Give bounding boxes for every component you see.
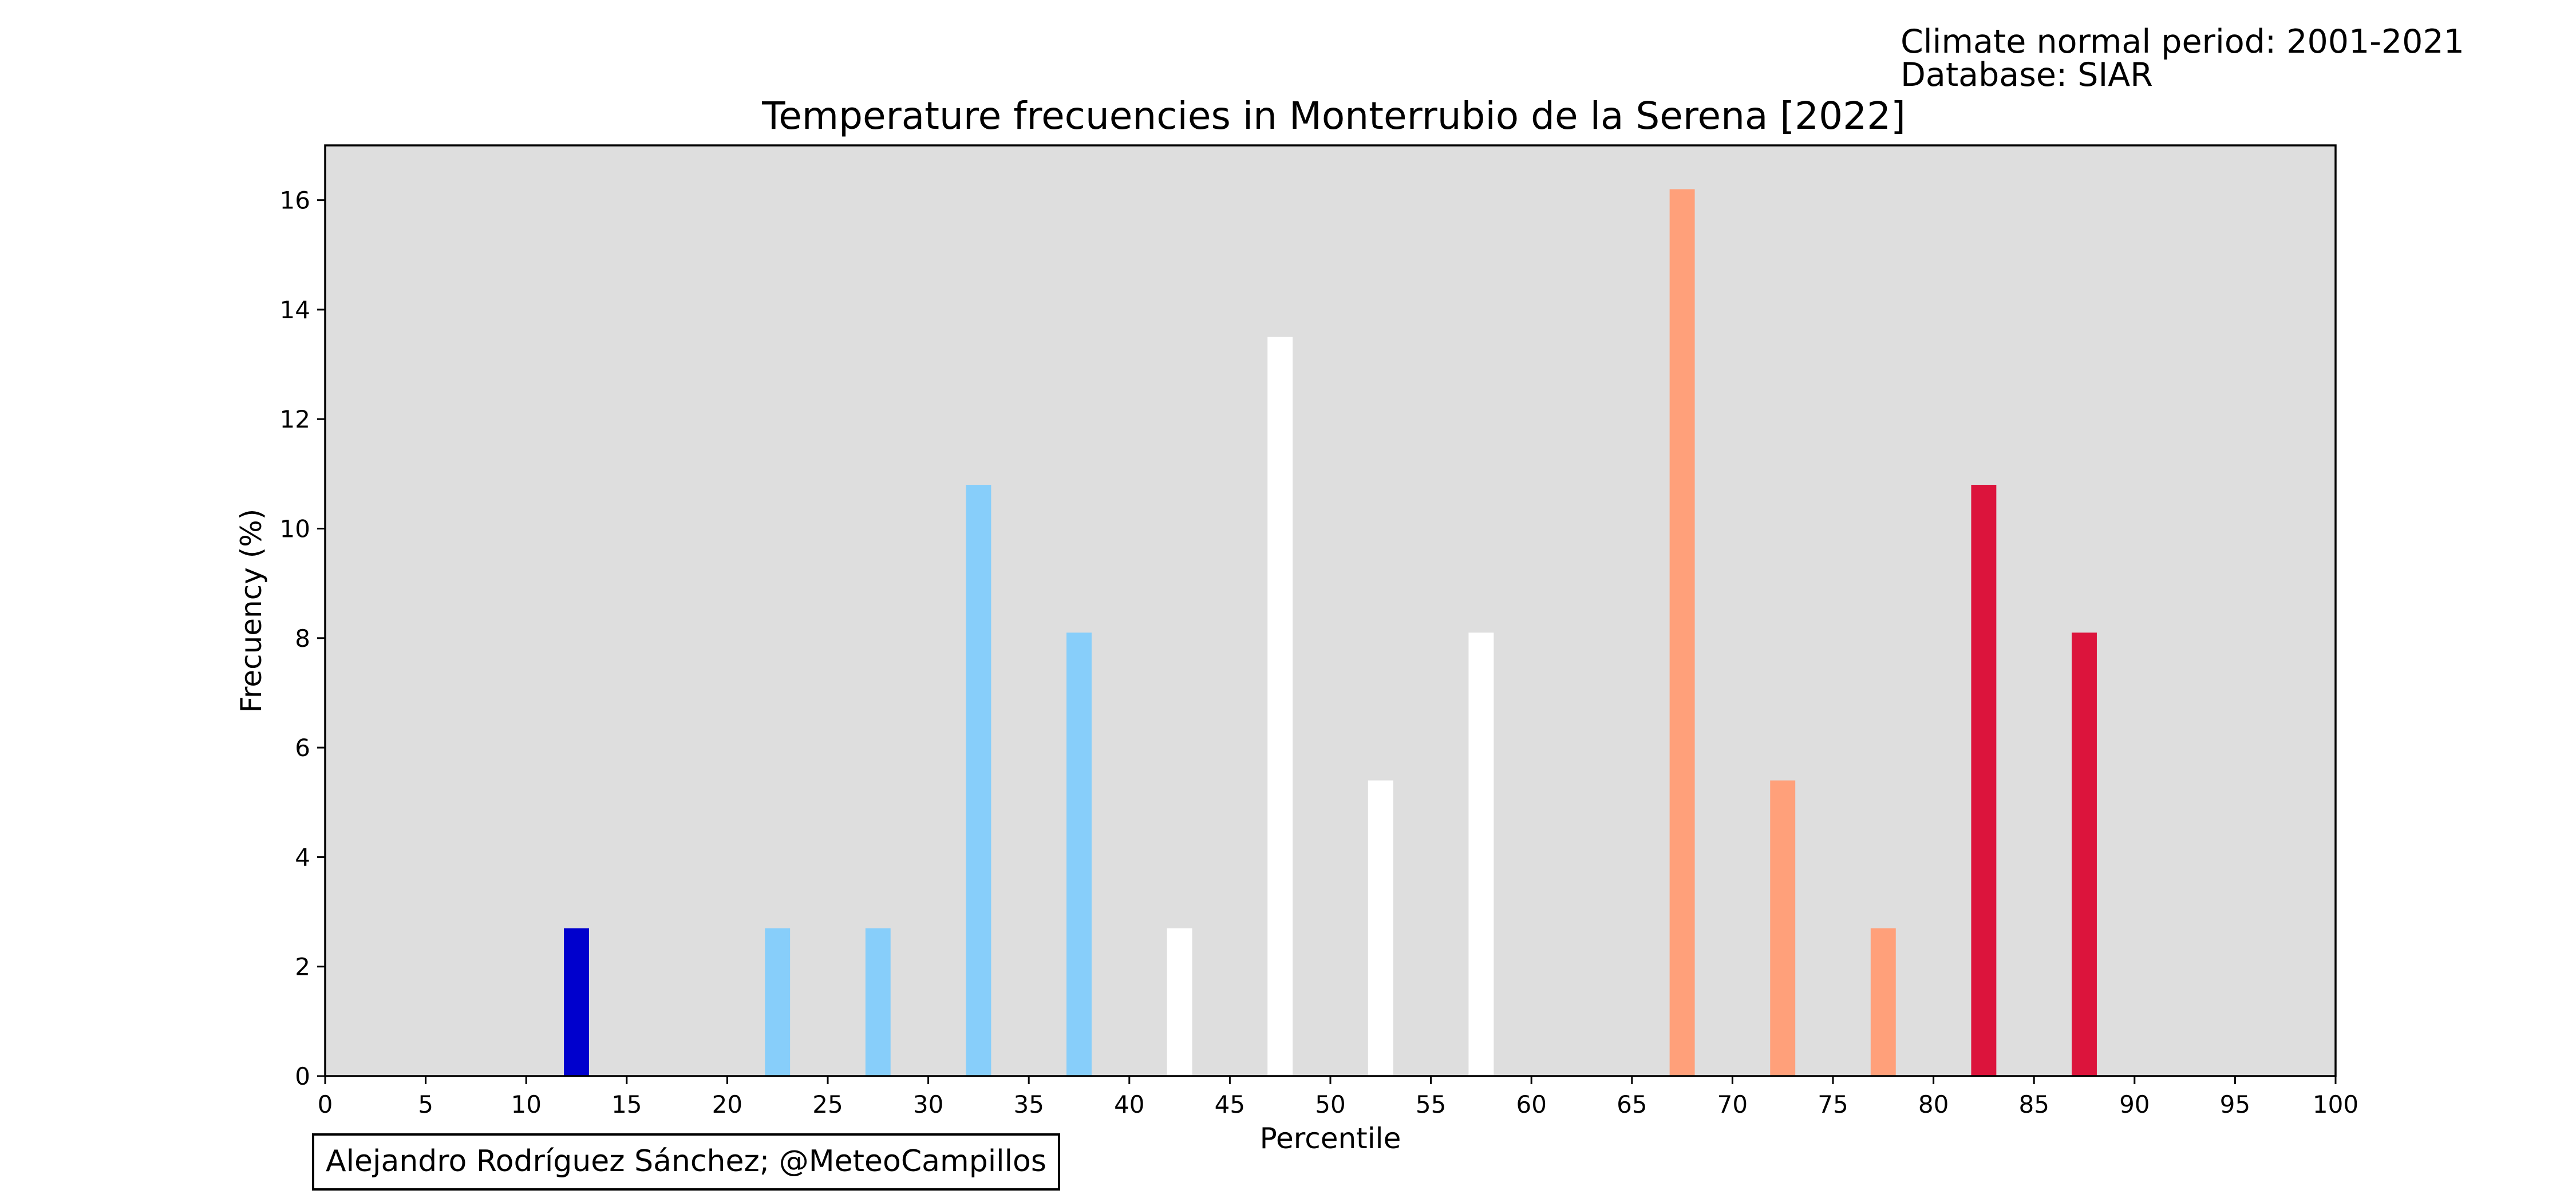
y-tick-label: 10 [280,515,310,543]
x-tick-label: 25 [812,1090,843,1118]
bar-72.5 [1770,780,1796,1076]
x-tick-label: 40 [1114,1090,1144,1118]
bar-22.5 [765,928,791,1076]
y-tick-label: 2 [295,953,310,981]
x-tick-label: 100 [2313,1090,2358,1118]
x-tick-label: 55 [1416,1090,1446,1118]
x-tick-label: 20 [712,1090,742,1118]
bar-77.5 [1870,928,1896,1076]
y-tick-label: 14 [280,296,310,324]
y-tick-label: 4 [295,843,310,871]
bar-42.5 [1167,928,1192,1076]
bar-57.5 [1468,632,1494,1076]
x-tick-label: 30 [913,1090,943,1118]
x-tick-label: 65 [1617,1090,1647,1118]
y-tick-label: 0 [295,1062,310,1090]
bar-27.5 [865,928,891,1076]
y-axis: 0 2 4 6 8 10 12 14 16 [280,187,325,1090]
climate-period-label: Climate normal period: 2001-2021 [1901,23,2464,61]
y-tick-label: 12 [280,405,310,433]
x-tick-label: 70 [1717,1090,1748,1118]
x-tick-label: 95 [2220,1090,2250,1118]
x-tick-label: 5 [418,1090,433,1118]
y-tick-label: 16 [280,187,310,215]
database-label: Database: SIAR [1901,56,2153,94]
y-tick-label: 8 [295,624,310,653]
bars-group [564,189,2097,1077]
y-axis-label: Frecuency (%) [235,509,268,713]
x-tick-label: 0 [318,1090,333,1118]
y-tick-label: 6 [295,734,310,762]
bar-82.5 [1971,485,1997,1077]
bar-32.5 [966,485,991,1077]
x-tick-label: 75 [1818,1090,1848,1118]
x-tick-label: 90 [2119,1090,2150,1118]
x-tick-label: 85 [2018,1090,2049,1118]
x-tick-label: 50 [1315,1090,1345,1118]
x-axis-label: Percentile [1260,1122,1401,1155]
x-tick-label: 35 [1013,1090,1044,1118]
x-tick-label: 80 [1918,1090,1949,1118]
bar-12.5 [564,928,589,1076]
author-credit: Alejandro Rodríguez Sánchez; @MeteoCampi… [312,1133,1060,1191]
bar-87.5 [2072,632,2097,1076]
x-tick-label: 15 [611,1090,642,1118]
chart-title: Temperature frecuencies in Monterrubio d… [761,94,1906,138]
bar-37.5 [1066,632,1092,1076]
x-axis: 0 5 10 15 20 25 30 35 40 45 50 55 60 65 70 75 80 85 90 95 10… [318,1076,2358,1118]
x-tick-label: 45 [1215,1090,1245,1118]
bar-52.5 [1368,780,1393,1076]
bar-67.5 [1669,189,1695,1077]
x-tick-label: 60 [1516,1090,1546,1118]
plot-area [325,145,2336,1076]
x-tick-label: 10 [511,1090,541,1118]
bar-47.5 [1267,337,1293,1077]
